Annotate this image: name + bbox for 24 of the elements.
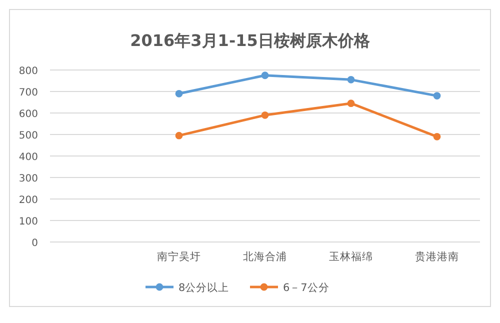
- point: [175, 90, 183, 98]
- y-tick-label: 700: [18, 88, 38, 98]
- x-tick-label: 北海合浦: [243, 250, 287, 263]
- point: [347, 76, 355, 84]
- legend-label: 6－7公分: [283, 282, 330, 294]
- point: [347, 100, 355, 108]
- y-tick-label: 400: [18, 152, 38, 163]
- x-tick-label: 贵港港南: [415, 250, 459, 263]
- y-tick-label: 800: [18, 66, 38, 77]
- point: [433, 92, 441, 100]
- point: [175, 132, 183, 140]
- point: [261, 111, 269, 119]
- y-tick-label: 500: [18, 130, 38, 142]
- x-tick-label: 玉林福绵: [329, 250, 373, 263]
- legend-label: 8公分以上: [178, 281, 230, 294]
- y-tick-label: 300: [18, 174, 38, 184]
- y-tick-label: 0: [32, 238, 38, 249]
- point: [433, 132, 441, 140]
- chart-title: 2016年3月1-15日桉树原木价格: [130, 31, 371, 50]
- y-tick-label: 200: [18, 195, 38, 206]
- point: [261, 72, 269, 80]
- y-tick-label: 100: [18, 216, 38, 228]
- x-tick-label: 南宁吴圩: [157, 250, 201, 263]
- y-tick-label: 600: [18, 109, 38, 120]
